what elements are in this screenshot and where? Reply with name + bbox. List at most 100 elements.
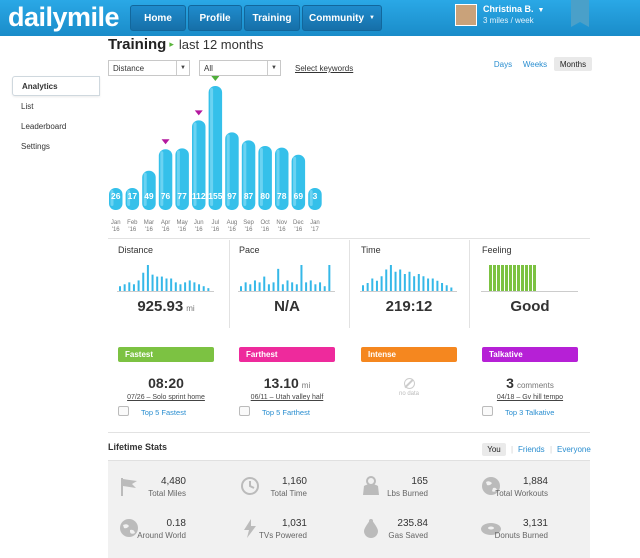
spark-bar bbox=[152, 275, 154, 292]
sidebar-item-list[interactable]: List bbox=[12, 96, 100, 116]
summary-separator bbox=[469, 240, 470, 328]
sidebar-item-analytics[interactable]: Analytics bbox=[12, 76, 100, 96]
spark-bar bbox=[203, 286, 205, 292]
intense-no-data: no data bbox=[376, 378, 442, 397]
talkative-value: 3 comments bbox=[482, 375, 578, 391]
stat-value: 1,031 bbox=[282, 518, 307, 529]
tab-you[interactable]: You bbox=[482, 443, 506, 456]
page-title: Training ▸ last 12 months bbox=[108, 36, 263, 53]
tab-everyone[interactable]: Everyone bbox=[557, 443, 591, 456]
spark-bar bbox=[259, 282, 261, 292]
best-marker-icon bbox=[211, 76, 219, 81]
top-5-farthest-link[interactable]: Top 5 Farthest bbox=[262, 408, 310, 417]
bar-0[interactable]: 26 bbox=[109, 188, 123, 210]
spark-bar bbox=[268, 284, 270, 292]
x-tick-month: Jul bbox=[212, 220, 220, 226]
talkative-activity-link[interactable]: 04/18 – Gv hill tempo bbox=[482, 394, 578, 401]
nav-training[interactable]: Training bbox=[244, 5, 300, 31]
badge-intense: Intense bbox=[361, 347, 457, 362]
range-months[interactable]: Months bbox=[554, 57, 592, 71]
x-tick-year: '16 bbox=[195, 227, 203, 233]
farthest-value: 13.10 mi bbox=[239, 375, 335, 391]
x-tick-month: Apr bbox=[161, 220, 170, 226]
stat-lbs-burned: 165 Lbs Burned bbox=[360, 475, 470, 505]
spark-bar bbox=[319, 282, 321, 292]
best-marker-icon bbox=[162, 139, 170, 144]
x-tick-month: Nov bbox=[276, 220, 287, 226]
stat-total-miles: 4,480 Total Miles bbox=[118, 475, 228, 505]
tab-separator: | bbox=[550, 445, 552, 454]
tab-friends[interactable]: Friends bbox=[518, 443, 545, 456]
spark-bar bbox=[450, 288, 452, 293]
bar-11[interactable]: 69 bbox=[292, 155, 306, 210]
bar-2[interactable]: 49 bbox=[142, 171, 156, 210]
summary-separator bbox=[229, 240, 230, 328]
page-subtitle: last 12 months bbox=[179, 37, 264, 52]
bar-10[interactable]: 78 bbox=[275, 148, 289, 210]
no-data-icon bbox=[404, 378, 415, 389]
sidebar-item-settings[interactable]: Settings bbox=[12, 136, 100, 156]
bar-9[interactable]: 80 bbox=[258, 146, 272, 210]
top-3-talkative-link[interactable]: Top 3 Talkative bbox=[505, 408, 554, 417]
x-tick-year: '16 bbox=[294, 227, 302, 233]
user-menu[interactable]: Christina B. ▼ 3 miles / week bbox=[455, 3, 560, 33]
select-keywords-link[interactable]: Select keywords bbox=[295, 64, 353, 73]
bar-6[interactable]: 155 bbox=[208, 86, 222, 210]
range-weeks[interactable]: Weeks bbox=[520, 57, 550, 71]
spark-bar bbox=[432, 279, 434, 293]
spark-bar bbox=[133, 284, 135, 292]
expand-toggle-icon[interactable] bbox=[482, 406, 493, 416]
dailymile-logo[interactable]: dailymile bbox=[8, 2, 119, 33]
avatar[interactable] bbox=[455, 4, 477, 26]
bar-value-label: 77 bbox=[177, 191, 187, 201]
no-data-text: no data bbox=[376, 391, 442, 397]
bar-value-label: 3 bbox=[313, 191, 318, 201]
bar-12[interactable]: 3 bbox=[308, 188, 322, 210]
nav-home[interactable]: Home bbox=[130, 5, 186, 31]
bar-8[interactable]: 87 bbox=[242, 140, 256, 210]
bar-3[interactable]: 76 bbox=[159, 149, 173, 210]
bar-5[interactable]: 112 bbox=[192, 120, 206, 210]
stat-label: Gas Saved bbox=[388, 531, 428, 540]
x-tick-year: '16 bbox=[162, 227, 170, 233]
talkative-unit: comments bbox=[517, 381, 554, 390]
expand-toggle-icon[interactable] bbox=[239, 406, 250, 416]
stat-tvs-powered: 1,031 TVs Powered bbox=[239, 517, 349, 547]
spark-bar bbox=[501, 265, 504, 292]
nav-profile[interactable]: Profile bbox=[188, 5, 242, 31]
sidebar-item-leaderboard[interactable]: Leaderboard bbox=[12, 116, 100, 136]
bar-4[interactable]: 77 bbox=[175, 148, 189, 210]
x-tick-month: Jan bbox=[310, 220, 320, 226]
stat-label: Around World bbox=[137, 531, 186, 540]
spark-bar bbox=[184, 282, 186, 292]
top-5-fastest-link[interactable]: Top 5 Fastest bbox=[141, 408, 186, 417]
fastest-activity-link[interactable]: 07/26 – Solo sprint home bbox=[118, 394, 214, 401]
farthest-activity-link[interactable]: 06/11 – Utah valley half bbox=[239, 394, 335, 401]
range-days[interactable]: Days bbox=[490, 57, 516, 71]
spark-bar bbox=[156, 277, 158, 292]
nav-community-label: Community bbox=[309, 13, 364, 24]
spark-bar bbox=[175, 282, 177, 292]
spark-bar bbox=[161, 277, 163, 292]
bar-1[interactable]: 17 bbox=[126, 188, 140, 210]
nav-community[interactable]: Community ▼ bbox=[302, 5, 382, 31]
spark-bar bbox=[300, 265, 302, 292]
x-tick-month: Jun bbox=[194, 220, 204, 226]
spark-bar bbox=[371, 279, 373, 293]
bar-value-label: 76 bbox=[161, 191, 171, 201]
spark-bar bbox=[314, 284, 316, 292]
bar-value-label: 112 bbox=[192, 191, 206, 201]
bar-7[interactable]: 97 bbox=[225, 132, 239, 210]
lifetime-divider bbox=[108, 432, 590, 433]
stat-around-world: 0.18 Around World bbox=[118, 517, 228, 547]
distance-value-text: 925.93 bbox=[137, 298, 183, 315]
spark-bar bbox=[376, 281, 378, 292]
spark-bar bbox=[328, 265, 330, 292]
expand-toggle-icon[interactable] bbox=[118, 406, 129, 416]
bar-value-label: 87 bbox=[244, 191, 254, 201]
spark-bar bbox=[422, 276, 424, 292]
spark-bar bbox=[418, 274, 420, 292]
spark-bar bbox=[198, 284, 200, 292]
notification-flag-icon[interactable] bbox=[571, 0, 589, 22]
spark-bar bbox=[399, 270, 401, 293]
